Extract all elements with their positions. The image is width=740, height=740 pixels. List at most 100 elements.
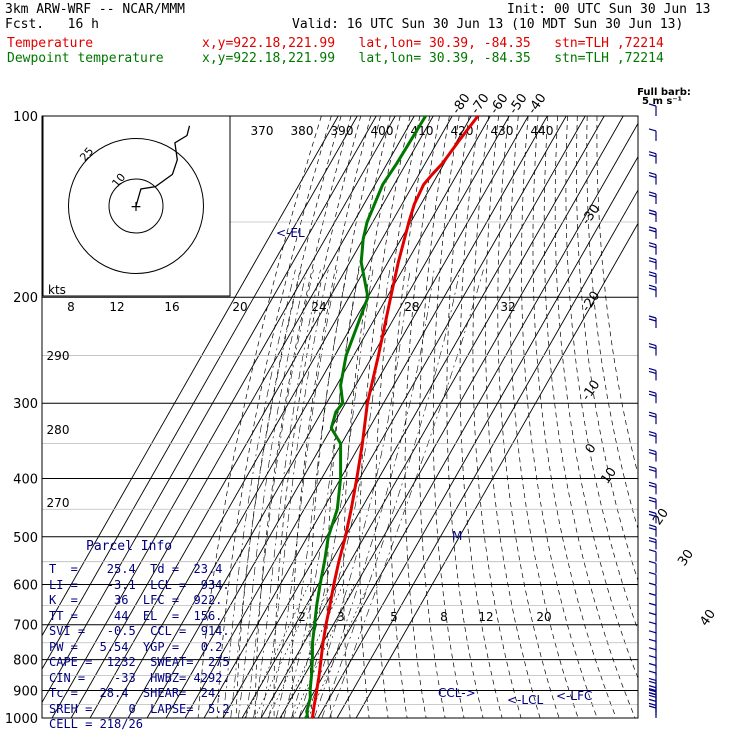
dry-adiabat: [359, 116, 411, 718]
wind-barb-flag: [648, 549, 657, 553]
parcel-info-row: T = 25.4 Td = 23.4: [49, 562, 223, 576]
mixing-ratio-label: 5: [390, 610, 398, 624]
mixing-ratio-label: 12: [109, 300, 124, 314]
parcel-info-row: SVI = -0.5 CCL = 914.: [49, 624, 230, 638]
legend-dewpoint-label: Dewpoint temperature: [7, 51, 164, 66]
dry-adiabat: [390, 116, 431, 718]
wind-barb-flag: [648, 630, 657, 634]
wind-barb-flag: [648, 370, 657, 375]
dewpoint-point: [339, 477, 342, 480]
wind-barb-flag: [648, 209, 657, 213]
dewpoint-point: [360, 261, 363, 264]
isotherm: [42, 116, 377, 704]
wind-barb-flag: [648, 191, 657, 195]
temperature-point: [458, 140, 460, 142]
mixing-ratio-label: 24: [311, 300, 326, 314]
moist-adiabat: [268, 269, 338, 718]
wind-barb-flag: [648, 662, 657, 667]
valid-time: Valid: 16 UTC Sun 30 Jun 13 (10 MDT Sun …: [292, 17, 684, 32]
temperature-point: [337, 560, 340, 563]
wind-barb-flag: [648, 103, 657, 107]
temperature-tick-label: -10: [579, 378, 603, 404]
wind-barb: [648, 284, 657, 298]
barb-legend-title: Full barb:: [637, 87, 691, 98]
wind-barb: [648, 411, 657, 425]
legend-temperature-info: x,y=922.18,221.99 lat,lon= 30.39, -84.35…: [202, 36, 664, 51]
wind-barb-flag: [648, 260, 657, 264]
dewpoint-point: [395, 162, 398, 165]
wind-barb-flag: [648, 705, 657, 709]
wind-barb: [648, 271, 657, 284]
wind-barb: [648, 430, 657, 444]
dry-adiabat: [554, 116, 638, 680]
wind-barb-flag: [648, 484, 657, 488]
wind-barb-flag: [648, 698, 657, 702]
isotherm: [336, 189, 638, 718]
dry-adiabat: [565, 116, 638, 632]
dewpoint-point: [309, 689, 311, 692]
wind-barb-flag: [648, 638, 657, 642]
wind-barb-flag: [648, 151, 657, 155]
wind-barb-flag: [648, 287, 657, 291]
wind-barb: [648, 655, 657, 668]
temperature-point: [413, 203, 416, 205]
wind-barb-flag: [648, 571, 657, 576]
wind-barb-flag: [648, 451, 657, 456]
wind-barb: [648, 465, 657, 479]
isotherm: [89, 116, 434, 718]
moist-adiabat: [230, 269, 302, 718]
temperature-point: [312, 710, 315, 713]
isotherm: [42, 116, 358, 670]
wind-barb-flag: [648, 245, 657, 249]
wind-barb: [648, 151, 657, 164]
pressure-tick-label: 900: [13, 684, 38, 699]
hodograph-ring: [108, 178, 164, 234]
wind-barb-flag: [648, 602, 657, 606]
mixing-ratio-label: 12: [478, 610, 493, 624]
isentrope-label: 380: [291, 124, 314, 138]
dewpoint-point: [311, 658, 314, 661]
temperature-point: [315, 689, 318, 692]
forecast-hour: Fcst. 16 h: [5, 17, 99, 32]
isotherm: [241, 116, 586, 718]
isotherm: [298, 122, 638, 718]
dewpoint-point: [366, 221, 368, 223]
temperature-point: [377, 354, 380, 357]
temperature-point: [344, 535, 347, 538]
moist-adiabat: [283, 269, 360, 718]
wind-barb: [648, 448, 657, 462]
hodograph-ring: [68, 138, 204, 274]
isotherm: [42, 116, 339, 637]
dewpoint-point: [341, 402, 344, 405]
wind-barb-flag: [648, 128, 657, 132]
wind-barb-flag: [648, 496, 657, 500]
wind-barb: [648, 612, 657, 625]
wind-barb-flag: [648, 318, 657, 322]
wind-barb-flag: [648, 536, 657, 541]
parcel-info-row: CIN = -33 HWBZ= 4292.: [49, 670, 230, 685]
wind-barb-flag: [648, 689, 657, 693]
wind-barb-flag: [648, 274, 657, 278]
pressure-tick-label: 500: [13, 531, 38, 546]
wind-barb: [648, 510, 657, 524]
wind-barb-flag: [648, 582, 657, 586]
hodograph-origin: +: [130, 199, 142, 215]
model-title: 3km ARW-WRF -- NCAR/MMM: [5, 2, 186, 17]
dewpoint-point: [362, 238, 365, 240]
isotherm: [317, 155, 638, 718]
dewpoint-series: [304, 115, 427, 719]
mixing-ratio-label: 20: [536, 610, 551, 624]
isentrope-label: 400: [371, 124, 394, 138]
isentrope-label: 430: [491, 124, 514, 138]
dry-adiabat: [472, 116, 522, 718]
temperature-point: [318, 674, 320, 677]
isentrope-label: 390: [331, 124, 354, 138]
wind-barb: [648, 342, 657, 356]
isotherm: [203, 116, 548, 718]
wind-barb: [648, 621, 657, 634]
moist-adiabat: [291, 269, 374, 718]
dry-adiabat: [432, 116, 465, 718]
wind-barb-flag: [648, 242, 657, 246]
